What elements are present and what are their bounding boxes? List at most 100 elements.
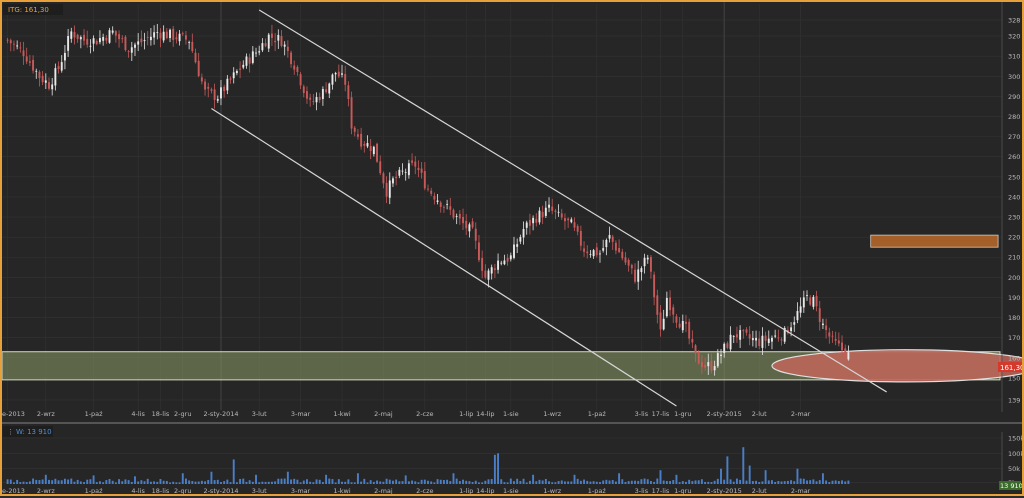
candle-body (560, 213, 563, 218)
candle-body (704, 364, 707, 368)
candle-body (344, 74, 347, 85)
candle-body (579, 230, 582, 246)
volume-bar (356, 473, 359, 484)
candle-body (656, 295, 659, 315)
volume-bar (621, 479, 624, 484)
price-header-bg (3, 4, 63, 15)
volume-bar (229, 482, 232, 484)
volume-bar (210, 471, 213, 484)
volume-bar (258, 482, 261, 484)
volume-bar (95, 482, 98, 484)
candle-body (146, 37, 149, 38)
candle-body (659, 312, 662, 330)
candle-body (321, 89, 324, 99)
candle-body (25, 56, 28, 62)
candle-body (802, 297, 805, 308)
volume-bar (51, 480, 54, 484)
candle-body (777, 337, 780, 339)
volume-time-tick-label: 1-paź (588, 487, 607, 494)
time-tick-label: 2-maj (374, 410, 393, 418)
volume-bar (299, 482, 302, 484)
candle-body (172, 28, 175, 40)
volume-bar (551, 482, 554, 484)
candle-body (277, 34, 280, 41)
candle-body (471, 221, 474, 228)
candle-body (844, 348, 847, 358)
candle-body (828, 332, 831, 337)
candle-body (28, 61, 31, 63)
volume-bar (503, 482, 506, 484)
time-tick-label: 2-cze (416, 410, 433, 418)
candle-body (592, 250, 595, 257)
candle-body (602, 248, 605, 251)
volume-bar (274, 481, 277, 484)
volume-bar (630, 480, 633, 484)
volume-bar (449, 481, 452, 484)
price-tick-label: 190 (1008, 294, 1020, 302)
candle-body (286, 46, 289, 52)
volume-bar (436, 479, 439, 484)
trend-lines (211, 9, 887, 407)
volume-bar (535, 481, 538, 484)
volume-bar (767, 480, 770, 484)
candle-body (595, 247, 598, 256)
candle-body (414, 161, 417, 167)
price-tick-label: 170 (1008, 334, 1020, 342)
candle-body (312, 101, 315, 103)
candle-body (299, 74, 302, 86)
volume-bar (293, 478, 296, 484)
volume-bar (624, 481, 627, 484)
time-tick-label: 2-wrz (37, 410, 55, 418)
volume-bar (134, 476, 136, 484)
volume-time-tick-label: 1-wrz (543, 487, 561, 494)
candle-body (576, 226, 579, 232)
candle-body (407, 163, 410, 176)
volume-bar (385, 478, 388, 484)
candle-body (685, 321, 687, 324)
candle-body (235, 70, 238, 74)
candle-body (210, 89, 213, 91)
volume-bar (656, 478, 659, 484)
volume-time-tick-label: 2-maj (374, 487, 393, 494)
volume-bar (847, 480, 850, 484)
price-tick-label: 139 (1008, 396, 1020, 404)
time-tick-label: 2-mar (791, 410, 811, 418)
candle-body (465, 220, 468, 229)
volume-bar (318, 479, 321, 484)
candle-body (774, 335, 777, 337)
candle-body (675, 316, 678, 323)
volume-bar (388, 479, 391, 484)
volume-bar (614, 481, 617, 484)
candle-body (697, 352, 700, 364)
volume-bar (290, 479, 293, 484)
candle-body (681, 320, 684, 331)
volume-bar (267, 481, 270, 484)
candle-body (720, 354, 722, 357)
candle-body (478, 242, 480, 261)
candle-body (35, 70, 38, 72)
volume-bar (538, 479, 541, 484)
volume-bar (812, 479, 815, 484)
candle-body (293, 65, 296, 70)
volume-bar (516, 478, 519, 484)
candle-body (251, 51, 254, 63)
candle-body (261, 43, 264, 51)
drag-handle-icon[interactable]: ⋮ (7, 428, 14, 436)
candle-body (328, 83, 331, 94)
candle-body (497, 260, 500, 270)
volume-bar (92, 475, 95, 484)
candle-body (716, 353, 719, 367)
volume-bar (809, 480, 812, 484)
candle-body (309, 97, 312, 100)
volume-bar (283, 478, 286, 484)
volume-time-tick-label: 2-gru (174, 487, 191, 494)
candle-body (95, 40, 98, 45)
candle-body (60, 62, 63, 71)
volume-bar (790, 480, 793, 484)
volume-bar (315, 479, 318, 484)
candle-body (162, 31, 165, 41)
volume-bar (277, 478, 280, 484)
volume-bar (519, 480, 522, 484)
candle-body (678, 323, 681, 328)
candle-body (490, 267, 493, 274)
